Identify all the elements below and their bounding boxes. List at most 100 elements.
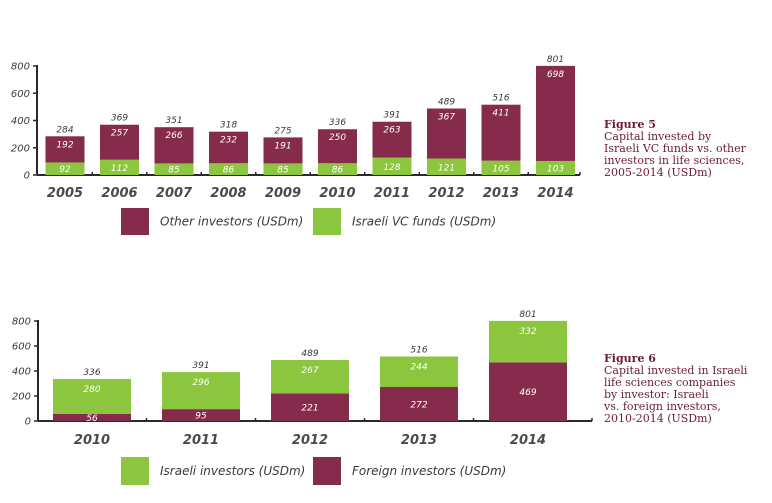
fig6-bar-foreign-investors-usdm [271, 393, 349, 421]
fig5-legend-swatch [313, 208, 341, 235]
fig6-bar-value-label: 280 [83, 385, 100, 395]
fig5-bar-other-investors-usdm [536, 65, 575, 161]
figure-5-caption-line: 2005-2014 (USDm) [604, 166, 712, 179]
fig6-bar-foreign-investors-usdm [53, 414, 131, 421]
fig6-y-tick-label: 200 [12, 392, 31, 403]
fig6-bar-value-label: 95 [195, 412, 207, 422]
fig5-bar-israeli-vc-funds-usdm [263, 163, 303, 175]
fig5-bar-value-label: 86 [223, 166, 235, 176]
fig5-bar-israeli-vc-funds-usdm [481, 160, 521, 175]
figure-6-caption-line: Capital invested in Israeli [604, 364, 748, 377]
fig5-bar-israeli-vc-funds-usdm [154, 163, 194, 175]
fig5-bar-value-label: 257 [111, 129, 128, 139]
fig6-legend-swatch [313, 457, 341, 485]
fig6-x-tick-label: 2014 [510, 433, 546, 448]
fig6-bar-israeli-investors-usdm [489, 320, 567, 363]
fig6-legend-label: Israeli investors (USDm) [160, 464, 305, 478]
fig5-bar-total-label: 391 [383, 111, 400, 121]
fig5-legend-label: Other investors (USDm) [160, 215, 303, 229]
fig5-bar-value-label: 85 [277, 166, 289, 176]
fig6-bar-value-label: 56 [86, 414, 98, 424]
figure-6-label: Figure 6 [604, 352, 656, 365]
fig5-x-tick-label: 2011 [374, 186, 410, 201]
fig6-bar-foreign-investors-usdm [380, 387, 458, 421]
figure-5-caption-line: investors in life sciences, [604, 154, 745, 167]
figure-5-caption-line: Capital invested by [604, 130, 712, 143]
fig5-x-tick-label: 2010 [319, 186, 355, 201]
figure-5-label: Figure 5 [604, 118, 656, 131]
fig5-bar-total-label: 275 [274, 126, 291, 136]
figure-6-caption-line: vs. foreign investors, [604, 400, 721, 413]
fig5-bar-value-label: 86 [332, 166, 344, 176]
fig6-y-tick-label: 800 [12, 317, 31, 328]
fig5-y-tick-label: 800 [11, 62, 30, 73]
fig6-x-tick-label: 2013 [401, 433, 437, 448]
fig6-legend-label: Foreign investors (USDm) [352, 464, 506, 478]
fig6-bar-value-label: 244 [410, 363, 427, 373]
fig6-bar-value-label: 272 [410, 401, 427, 411]
fig6-bar-total-label: 336 [83, 368, 100, 378]
fig5-bar-israeli-vc-funds-usdm [536, 160, 575, 175]
fig6-bar-israeli-investors-usdm [162, 372, 240, 410]
fig5-bar-other-investors-usdm [427, 108, 466, 159]
fig5-bar-value-label: 85 [168, 166, 180, 176]
fig6-y-tick-label: 0 [25, 417, 31, 428]
fig5-y-tick-label: 200 [11, 143, 30, 154]
figure-6-caption-line: by investor: Israeli [604, 388, 709, 401]
fig5-bar-value-label: 191 [274, 141, 291, 151]
fig5-x-tick-label: 2006 [101, 186, 137, 201]
fig6-bar-value-label: 267 [301, 366, 318, 376]
fig6-bar-israeli-investors-usdm [380, 356, 458, 387]
fig5-bar-israeli-vc-funds-usdm [209, 163, 248, 175]
fig5-bar-total-label: 489 [438, 98, 455, 108]
fig5-bar-other-investors-usdm [209, 131, 248, 164]
fig5-x-tick-label: 2008 [210, 186, 246, 201]
fig6-bar-value-label: 332 [519, 327, 536, 337]
fig5-x-tick-label: 2012 [428, 186, 464, 201]
fig5-x-tick-label: 2007 [156, 186, 193, 201]
fig5-legend-swatch [121, 208, 149, 235]
fig5-bar-value-label: 103 [547, 164, 564, 174]
fig5-bar-israeli-vc-funds-usdm [100, 159, 139, 175]
fig5-bar-other-investors-usdm [154, 127, 194, 164]
fig5-bar-other-investors-usdm [481, 104, 521, 161]
fig5-bar-value-label: 250 [329, 133, 346, 143]
figure-5-caption: Figure 5 Capital invested by Israeli VC … [604, 119, 746, 179]
fig6-bar-total-label: 489 [301, 349, 318, 359]
fig5-bar-other-investors-usdm [263, 137, 303, 164]
figure-5-caption-line: Israeli VC funds vs. other [604, 142, 746, 155]
fig6-bar-israeli-investors-usdm [53, 379, 131, 414]
fig5-bar-other-investors-usdm [318, 129, 357, 164]
fig5-y-tick-label: 400 [11, 116, 30, 127]
fig5-bar-value-label: 121 [438, 163, 455, 173]
figure-6-caption: Figure 6 Capital invested in Israeli lif… [604, 353, 747, 425]
fig5-bar-value-label: 128 [383, 163, 400, 173]
fig5-y-tick-label: 0 [24, 171, 30, 182]
figure-6-caption-line: 2010-2014 (USDm) [604, 412, 712, 425]
fig5-x-tick-label: 2014 [537, 186, 573, 201]
fig5-bar-value-label: 92 [59, 165, 71, 175]
fig5-bar-value-label: 192 [56, 140, 73, 150]
fig5-bar-other-investors-usdm [45, 136, 85, 163]
fig5-bar-israeli-vc-funds-usdm [372, 157, 412, 175]
fig5-bar-value-label: 411 [492, 109, 509, 119]
fig6-bar-israeli-investors-usdm [271, 360, 349, 394]
fig5-bar-other-investors-usdm [372, 121, 412, 158]
fig6-bar-value-label: 296 [192, 378, 209, 388]
fig5-x-tick-label: 2005 [47, 186, 83, 201]
fig6-bar-total-label: 801 [519, 310, 536, 320]
fig5-x-tick-label: 2009 [265, 186, 301, 201]
fig5-bar-value-label: 266 [165, 131, 182, 141]
fig6-bar-foreign-investors-usdm [162, 409, 240, 421]
figure-6-caption-line: life sciences companies [604, 376, 736, 389]
fig5-bar-value-label: 112 [111, 164, 128, 174]
fig5-bar-total-label: 351 [165, 116, 182, 126]
fig5-bar-israeli-vc-funds-usdm [427, 158, 466, 175]
fig5-bar-value-label: 105 [492, 164, 509, 174]
fig5-bar-israeli-vc-funds-usdm [318, 163, 357, 175]
fig6-bar-value-label: 469 [519, 388, 536, 398]
fig5-bar-value-label: 232 [220, 136, 237, 146]
fig6-x-tick-label: 2012 [292, 433, 328, 448]
fig6-bar-value-label: 221 [301, 404, 318, 414]
fig5-y-tick-label: 600 [11, 89, 30, 100]
